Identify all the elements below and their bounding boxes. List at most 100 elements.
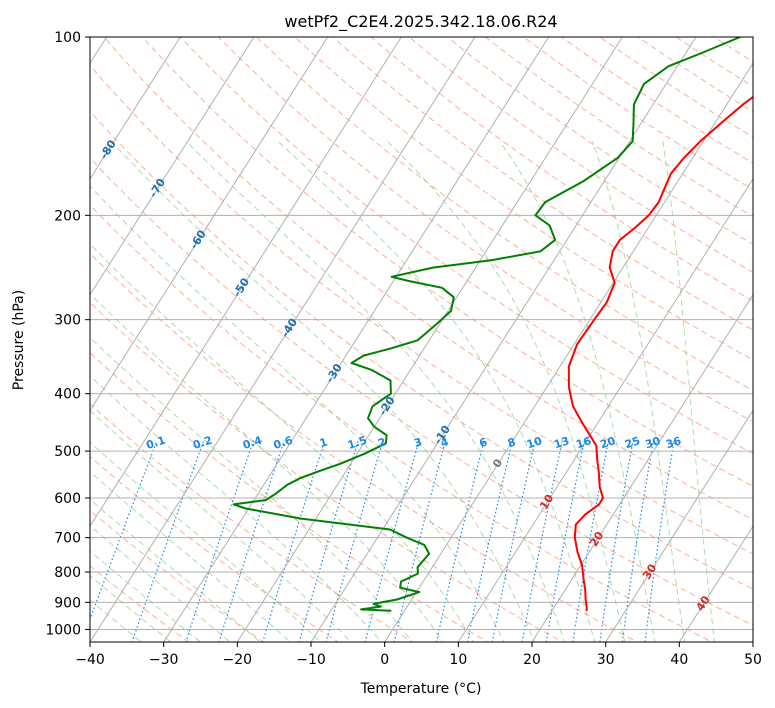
isotherm-label: -30 [323, 361, 345, 385]
moist-adiabat-line [499, 141, 656, 642]
isotherm-gridline [678, 525, 753, 642]
isotherm-label: -90 [46, 102, 68, 126]
dry-adiabat-line [90, 252, 639, 642]
y-tick-label: 200 [54, 208, 81, 224]
sounding-profiles [232, 37, 753, 612]
mixing-ratio-label: 2 [376, 435, 387, 450]
dry-adiabat-line [637, 37, 753, 113]
mixing-ratio-label: 8 [506, 435, 517, 450]
dry-adiabat-line [103, 37, 753, 521]
x-axis-label: Temperature (°C) [360, 681, 482, 697]
mixing-ratio-label: 1 [318, 435, 329, 450]
dry-adiabat-line [217, 37, 753, 423]
x-tick-label: 0 [380, 652, 389, 668]
mixing-ratio-label: 3 [412, 435, 423, 450]
y-tick-label: 500 [54, 444, 81, 460]
dry-adiabat-line [484, 37, 753, 218]
y-tick-label: 700 [54, 531, 81, 547]
mixing-ratio-label: 10 [525, 434, 544, 451]
mixing-ratio-label: 0.4 [241, 434, 264, 452]
moist-adiabat-line [90, 336, 413, 642]
x-tick-label: 20 [523, 652, 541, 668]
dry-adiabat-line [90, 351, 489, 642]
mixing-ratio-line [466, 440, 514, 642]
moist-adiabats [90, 140, 716, 642]
dry-adiabat-line [598, 37, 753, 138]
isotherm-label: -60 [187, 227, 209, 251]
y-tick-label: 300 [54, 313, 81, 329]
mixing-ratio-line [393, 440, 447, 642]
moist-adiabat-line [90, 575, 172, 642]
dry-adiabat-line [560, 37, 753, 164]
isotherm-gridline [163, 37, 550, 642]
dry-adiabat-line [90, 204, 713, 642]
isotherm-gridline [90, 37, 255, 296]
mixing-ratio-line [325, 440, 384, 642]
dry-adiabat-line [522, 37, 753, 191]
moist-adiabat-line [90, 498, 261, 642]
moist-adiabat-line [90, 185, 505, 642]
isotherm-label: 40 [694, 593, 713, 613]
mixing-ratio-label: 16 [574, 434, 593, 451]
mixing-ratio-line [599, 440, 634, 642]
moist-adiabat-line [90, 470, 292, 642]
moist-adiabat-line [185, 140, 566, 642]
mixing-ratio-line [435, 440, 485, 642]
mixing-ratio-label: 0.2 [191, 434, 214, 452]
mixing-ratio-label: 4 [439, 435, 451, 450]
mixing-ratio-line [185, 440, 255, 642]
mixing-ratio-line [644, 440, 675, 642]
mixing-ratio-line [262, 440, 326, 642]
dry-adiabat-line [90, 157, 753, 627]
dewpoint-profile-line [232, 37, 741, 612]
mixing-ratio-line [545, 440, 585, 642]
x-tick-label: −40 [75, 652, 105, 668]
moist-adiabat-line [90, 243, 474, 642]
x-tick-label: 10 [449, 652, 467, 668]
x-tick-label: 40 [670, 652, 688, 668]
mixing-ratio-line [364, 440, 420, 642]
isotherm-gridline [90, 37, 476, 642]
temperature-profile-line [567, 95, 753, 611]
dry-adiabat-line [90, 301, 564, 642]
isotherm-label: 30 [640, 562, 659, 582]
dry-adiabat-line [90, 64, 753, 555]
dry-adiabat-line [446, 37, 753, 245]
mixing-ratio-label: 30 [644, 434, 663, 451]
dry-adiabat-line [751, 37, 753, 39]
mixing-ratio-label: 20 [599, 434, 618, 451]
chart-title: wetPf2_C2E4.2025.342.18.06.R24 [284, 12, 557, 32]
mixing-ratio-label: 13 [552, 434, 571, 451]
y-tick-label: 100 [54, 30, 81, 46]
isotherm-grid [90, 37, 753, 642]
moist-adiabat-line [592, 141, 686, 642]
dry-adiabat-line [701, 0, 775, 654]
plot-frame [89, 36, 754, 643]
plot-area [90, 0, 775, 654]
x-tick-label: −20 [223, 652, 253, 668]
mixing-ratio-lines [90, 440, 675, 642]
dry-adiabat-line [737, 0, 775, 654]
dry-adiabat-line [90, 455, 340, 642]
y-tick-label: 800 [54, 565, 81, 581]
isotherm-label: 0 [490, 456, 505, 470]
mixing-ratio-label: 6 [478, 435, 490, 450]
moist-adiabat-line [90, 524, 231, 642]
isobar-grid [90, 37, 753, 630]
isotherm-gridline [236, 37, 623, 642]
moist-adiabat-line [90, 550, 202, 642]
x-tick-label: −30 [149, 652, 179, 668]
moist-adiabat-line [90, 599, 143, 642]
dry-adiabat-line [90, 565, 190, 642]
mixing-ratio-label: 0.1 [145, 434, 168, 452]
mixing-ratio-label: 0.6 [272, 433, 295, 451]
mixing-ratio-label: 25 [623, 434, 642, 451]
isotherm-gridline [90, 37, 329, 412]
moist-adiabat-line [90, 293, 444, 642]
y-tick-label: 1000 [45, 622, 81, 638]
isotherm-gridline [90, 37, 402, 528]
y-tick-label: 900 [54, 595, 81, 611]
dry-adiabat-line [255, 37, 753, 391]
isotherm-gridline [90, 37, 181, 180]
